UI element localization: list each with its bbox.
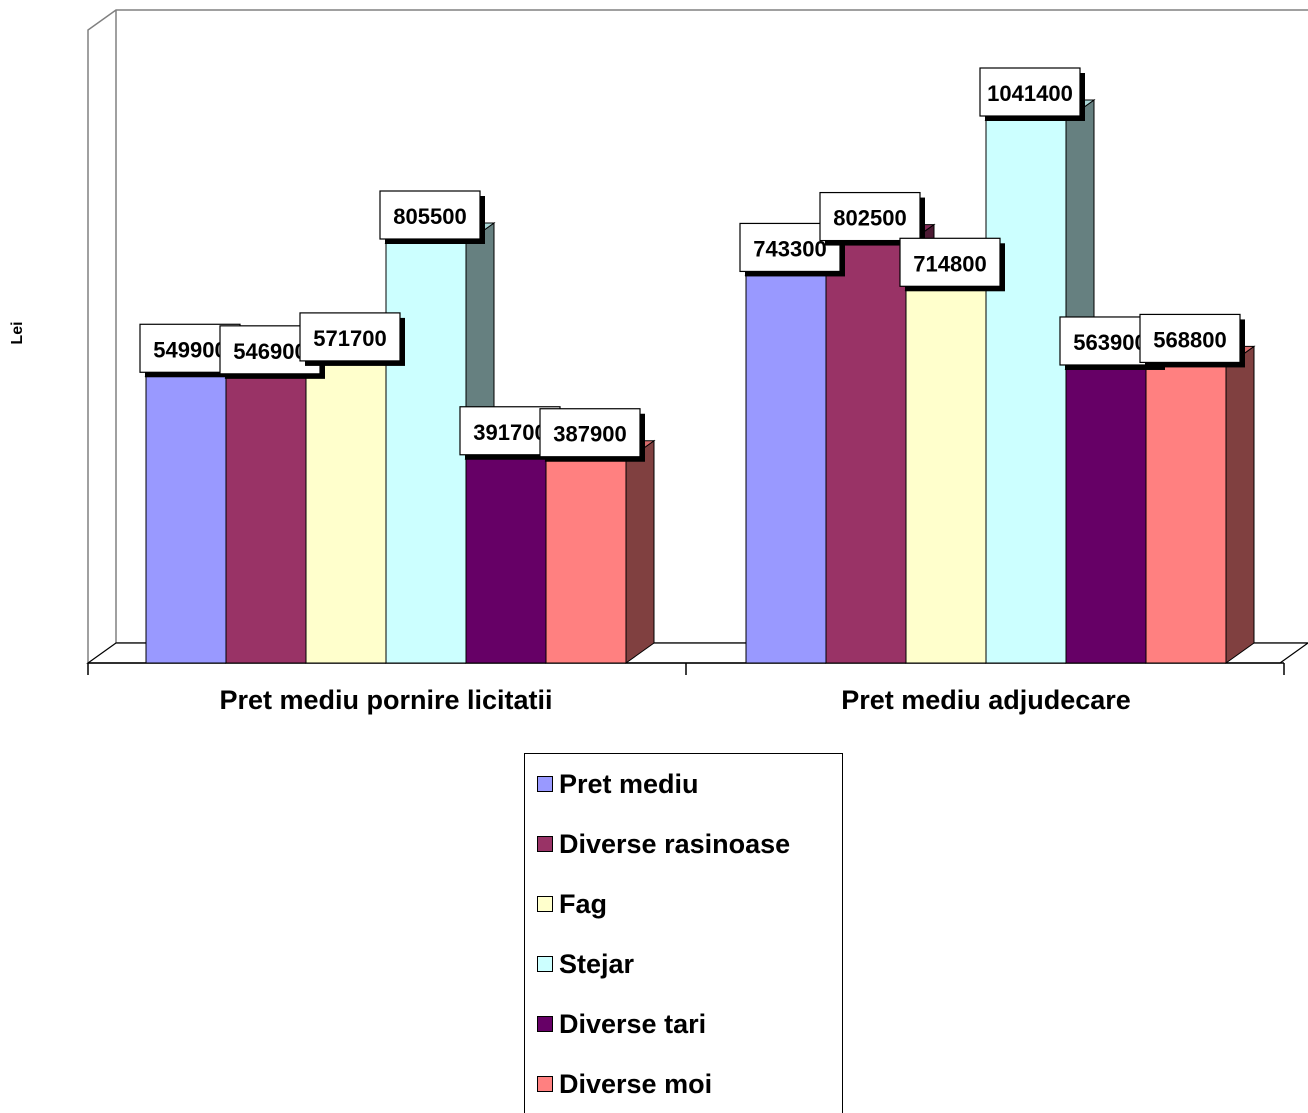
data-label-text: 1041400 (987, 81, 1073, 106)
data-label-box (979, 67, 1081, 117)
bar-front (145, 375, 227, 664)
legend-item: Diverse tari (537, 1004, 706, 1044)
bar-front (385, 242, 467, 664)
legend-item: Stejar (537, 944, 634, 984)
data-label-box (539, 408, 641, 458)
data-label: 802500 (819, 191, 925, 246)
data-label-text: 802500 (833, 206, 906, 231)
data-label-box (899, 237, 1001, 287)
bar-front (1065, 368, 1147, 664)
data-label-box (1139, 313, 1241, 364)
legend-item: Pret mediu (537, 764, 699, 804)
legend-swatch (537, 956, 553, 972)
chart-bars (144, 99, 1256, 664)
data-label: 805500 (379, 190, 485, 245)
back-wall (87, 9, 1308, 663)
data-label-text: 568800 (1153, 327, 1226, 352)
data-label-text: 571700 (313, 326, 386, 351)
legend-label: Fag (559, 888, 608, 919)
legend-label: Stejar (559, 948, 635, 979)
bar-front (225, 377, 307, 664)
legend-label: Diverse tari (559, 1008, 707, 1039)
data-label-box (819, 191, 921, 242)
data-label-text: 549900 (153, 337, 226, 362)
bar-front (985, 119, 1067, 664)
legend-label: Diverse moi (559, 1068, 713, 1099)
category-labels: Pret mediu pornire licitatii Pret mediu a… (219, 685, 1130, 715)
bar-front (905, 289, 987, 664)
legend-swatch (537, 776, 553, 792)
data-label-text: 546900 (233, 339, 306, 364)
bar-side (1225, 345, 1255, 664)
chart-legend: Pret mediu Diverse rasinoase Fag Stejar Dive… (524, 753, 843, 1113)
bar-front (465, 458, 547, 664)
data-label: 714800 (899, 237, 1005, 292)
data-label-box (379, 190, 481, 240)
bar (544, 439, 656, 664)
data-label-text: 391700 (473, 420, 546, 445)
category-label: Pret mediu adjudecare (841, 685, 1131, 715)
legend-swatch (537, 1016, 553, 1032)
bar-front (745, 274, 827, 664)
data-label-text: 387900 (553, 422, 626, 447)
legend-label: Diverse rasinoase (559, 828, 791, 859)
legend-label: Pret mediu (559, 768, 699, 799)
bar-front (305, 364, 387, 664)
legend-item: Fag (537, 884, 607, 924)
legend-item: Diverse rasinoase (537, 824, 790, 864)
legend-swatch (537, 1076, 553, 1092)
legend-swatch (537, 836, 553, 852)
bar-front (1145, 365, 1227, 664)
legend-swatch (537, 896, 553, 912)
data-label-text: 714800 (913, 251, 986, 276)
data-label: 1041400 (979, 67, 1085, 121)
bar-side (625, 439, 655, 664)
data-label: 387900 (539, 408, 645, 462)
category-label: Pret mediu pornire licitatii (219, 685, 552, 715)
bar-front (545, 460, 627, 664)
data-label: 563900 (1059, 316, 1165, 370)
y-axis-label: Lei (9, 321, 26, 344)
data-label: 571700 (299, 312, 405, 366)
legend-item: Diverse moi (537, 1064, 712, 1104)
data-label-text: 563900 (1073, 330, 1146, 355)
data-label-text: 743300 (753, 236, 826, 261)
bar-chart: 549900 546900 571700 805500 391700 387900 7433… (9, 9, 1308, 715)
data-label: 568800 (1139, 313, 1245, 368)
data-label-text: 805500 (393, 204, 466, 229)
data-label-box (299, 312, 401, 362)
bar (1144, 345, 1256, 664)
data-labels: 549900 546900 571700 805500 391700 387900 7433… (139, 67, 1245, 462)
bar-front (825, 244, 907, 664)
